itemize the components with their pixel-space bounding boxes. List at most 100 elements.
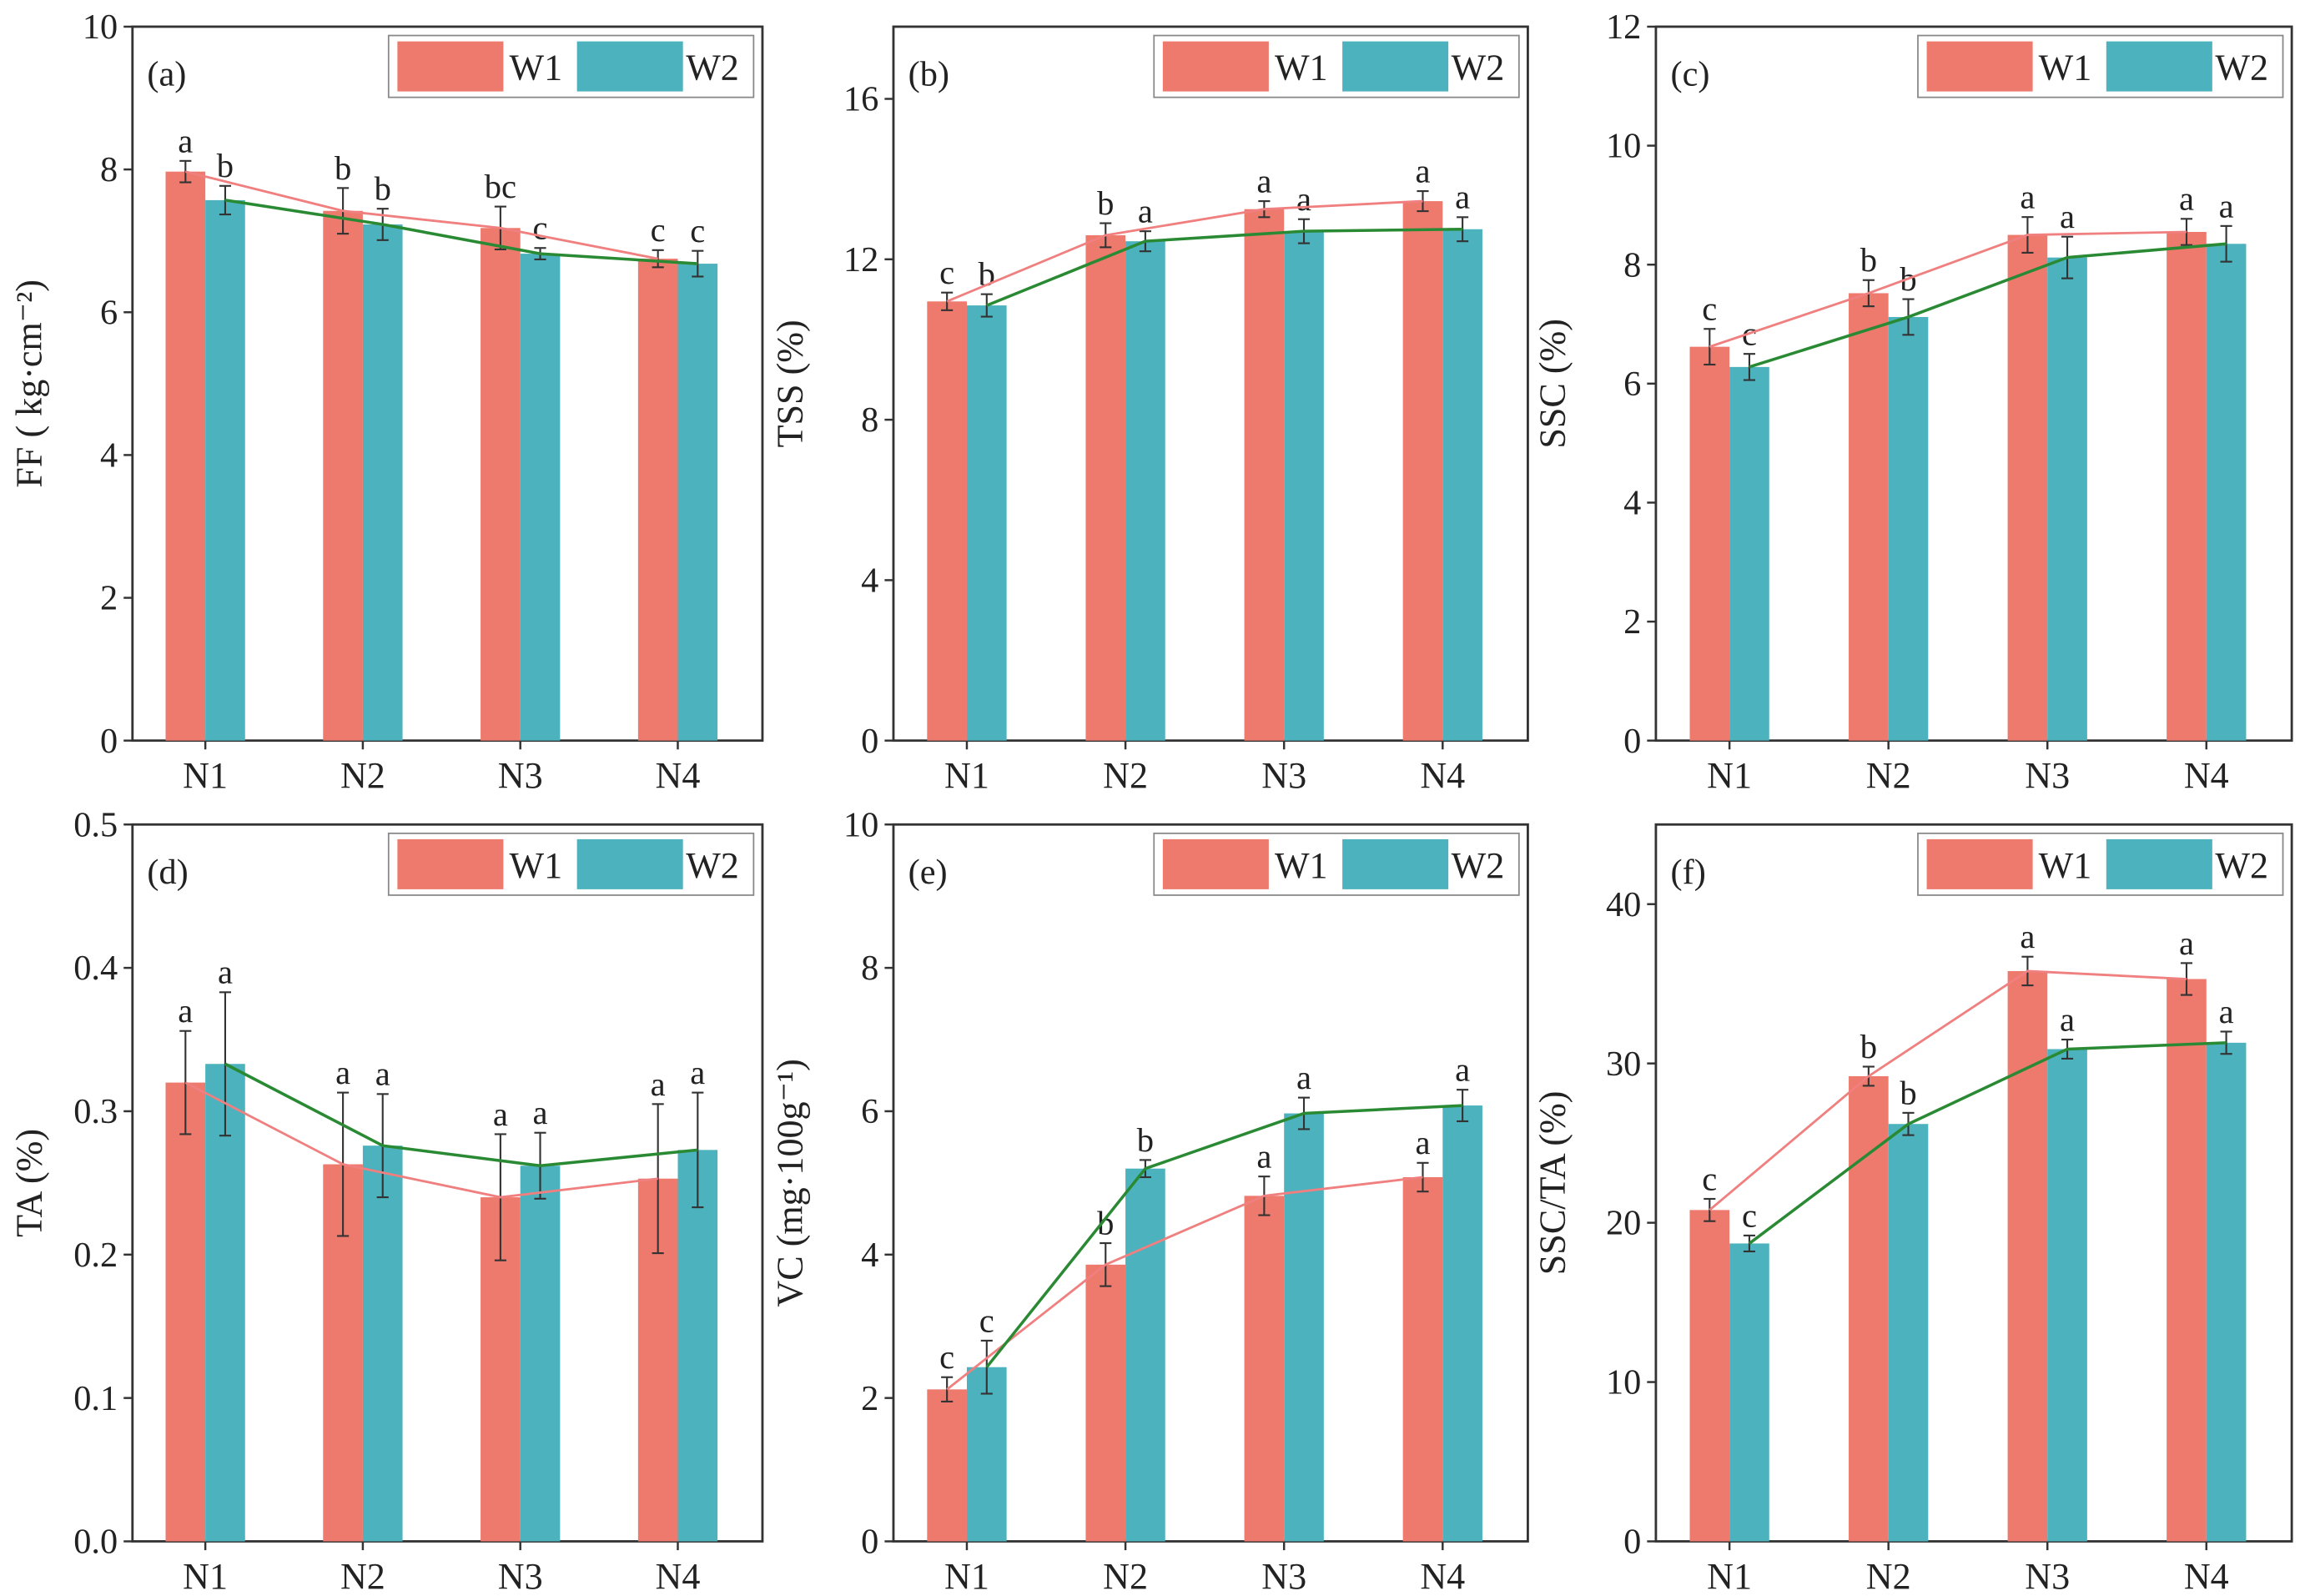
panel-label: (c) bbox=[1671, 55, 1710, 94]
significance-letter: a bbox=[690, 1054, 705, 1091]
bar-W1-N3 bbox=[2007, 970, 2048, 1542]
significance-letter: a bbox=[335, 1054, 350, 1091]
significance-letter: a bbox=[1138, 193, 1153, 230]
significance-letter: a bbox=[1415, 1124, 1430, 1161]
legend-label-W2: W2 bbox=[2215, 845, 2268, 886]
x-tick-label: N3 bbox=[1261, 1556, 1306, 1596]
bar-W2-N3 bbox=[1284, 1113, 1324, 1542]
significance-letter: a bbox=[1455, 179, 1470, 216]
significance-letter: a bbox=[2179, 924, 2194, 962]
legend: W1 W2 bbox=[387, 34, 755, 98]
x-tick-label: N1 bbox=[183, 755, 228, 796]
plot-frame bbox=[892, 25, 1529, 743]
legend-swatch-W1 bbox=[397, 41, 504, 92]
legend-label-W1: W1 bbox=[1275, 47, 1328, 88]
y-tick-label: 8 bbox=[1623, 245, 1641, 284]
bar-W2-N2 bbox=[1125, 1168, 1165, 1542]
y-tick-label: 40 bbox=[1606, 885, 1641, 924]
significance-letter: c bbox=[979, 1301, 994, 1339]
y-tick-label: 6 bbox=[861, 1092, 878, 1131]
bar-W2-N1 bbox=[1729, 366, 1769, 741]
legend-swatch-W2 bbox=[576, 41, 683, 92]
x-tick-label: N2 bbox=[340, 1556, 385, 1596]
significance-letter: c bbox=[939, 254, 954, 291]
bar-W1-N2 bbox=[1849, 293, 1889, 741]
x-tick-label: N2 bbox=[1866, 1556, 1911, 1596]
significance-letter: b bbox=[217, 147, 234, 184]
panel-label: (b) bbox=[908, 55, 949, 94]
legend-label-W2: W2 bbox=[686, 845, 739, 886]
significance-letter: b bbox=[1860, 241, 1877, 279]
y-tick-label: 10 bbox=[83, 8, 118, 47]
significance-letter: c bbox=[651, 211, 666, 249]
legend-swatch-W2 bbox=[1342, 41, 1449, 92]
x-tick-label: N3 bbox=[498, 1556, 543, 1596]
significance-letter: c bbox=[939, 1338, 954, 1376]
bar-W2-N2 bbox=[362, 1145, 403, 1542]
x-tick-label: N3 bbox=[2025, 755, 2070, 796]
bar-W2-N3 bbox=[1284, 231, 1324, 741]
trend-line-W2 bbox=[224, 1062, 698, 1168]
x-tick-label: N3 bbox=[2025, 1556, 2070, 1596]
significance-letter: b bbox=[1860, 1028, 1877, 1065]
y-tick-label: 2 bbox=[861, 1379, 878, 1418]
bar-W1-N4 bbox=[2167, 979, 2207, 1542]
significance-letter: c bbox=[690, 212, 705, 249]
legend-swatch-W2 bbox=[2106, 838, 2212, 889]
y-tick-label: 0.0 bbox=[73, 1523, 118, 1562]
legend-label-W2: W2 bbox=[1452, 47, 1505, 88]
y-tick-label: 10 bbox=[1606, 127, 1641, 166]
y-tick-label: 8 bbox=[100, 150, 118, 189]
y-tick-label: 0.5 bbox=[73, 805, 118, 844]
y-axis-label: SSC (%) bbox=[1532, 319, 1573, 449]
bar-W1-N2 bbox=[323, 210, 363, 741]
bar-W2-N1 bbox=[205, 199, 245, 741]
legend: W1 W2 bbox=[387, 832, 755, 896]
bar-W1-N1 bbox=[165, 1082, 206, 1542]
x-tick-label: N3 bbox=[1261, 755, 1306, 796]
trend-line-W2 bbox=[1749, 242, 2227, 369]
significance-letter: a bbox=[375, 1055, 390, 1093]
y-tick-label: 4 bbox=[100, 436, 118, 476]
significance-letter: b bbox=[1900, 1074, 1916, 1111]
x-tick-label: N4 bbox=[2184, 1556, 2229, 1596]
plot-frame bbox=[131, 823, 764, 1543]
x-tick-label: N2 bbox=[1866, 755, 1911, 796]
y-tick-label: 30 bbox=[1606, 1045, 1641, 1084]
y-tick-label: 6 bbox=[100, 293, 118, 332]
significance-letter: c bbox=[1742, 1196, 1757, 1234]
y-tick-label: 8 bbox=[861, 400, 878, 440]
y-tick-label: 12 bbox=[843, 240, 878, 279]
bar-W2-N1 bbox=[966, 1367, 1007, 1542]
legend: W1 W2 bbox=[1153, 832, 1520, 896]
bar-W1-N3 bbox=[1244, 209, 1285, 741]
significance-letter: a bbox=[2219, 993, 2234, 1030]
legend-label-W1: W1 bbox=[1275, 845, 1328, 886]
bar-W2-N1 bbox=[205, 1064, 245, 1542]
bar-W2-N2 bbox=[362, 224, 403, 741]
bar-W1-N1 bbox=[927, 301, 967, 741]
significance-letter: a bbox=[1256, 163, 1271, 200]
significance-letter: a bbox=[2179, 180, 2194, 218]
legend-swatch-W2 bbox=[576, 838, 683, 889]
y-tick-label: 10 bbox=[843, 805, 878, 844]
legend-label-W1: W1 bbox=[2039, 845, 2092, 886]
bar-W1-N3 bbox=[481, 228, 521, 741]
significance-letter: a bbox=[1296, 180, 1311, 218]
bar-W2-N1 bbox=[966, 305, 1007, 741]
significance-letter: a bbox=[2060, 1000, 2075, 1038]
y-tick-label: 0 bbox=[1623, 1523, 1641, 1562]
y-tick-label: 2 bbox=[1623, 602, 1641, 642]
significance-letter: b bbox=[375, 170, 391, 208]
trend-line-W2 bbox=[985, 1104, 1463, 1368]
trend-line-W1 bbox=[1709, 230, 2187, 348]
legend-label-W2: W2 bbox=[686, 47, 739, 88]
significance-letter: c bbox=[1702, 1160, 1717, 1197]
significance-letter: a bbox=[1256, 1138, 1271, 1176]
x-tick-label: N2 bbox=[340, 755, 385, 796]
